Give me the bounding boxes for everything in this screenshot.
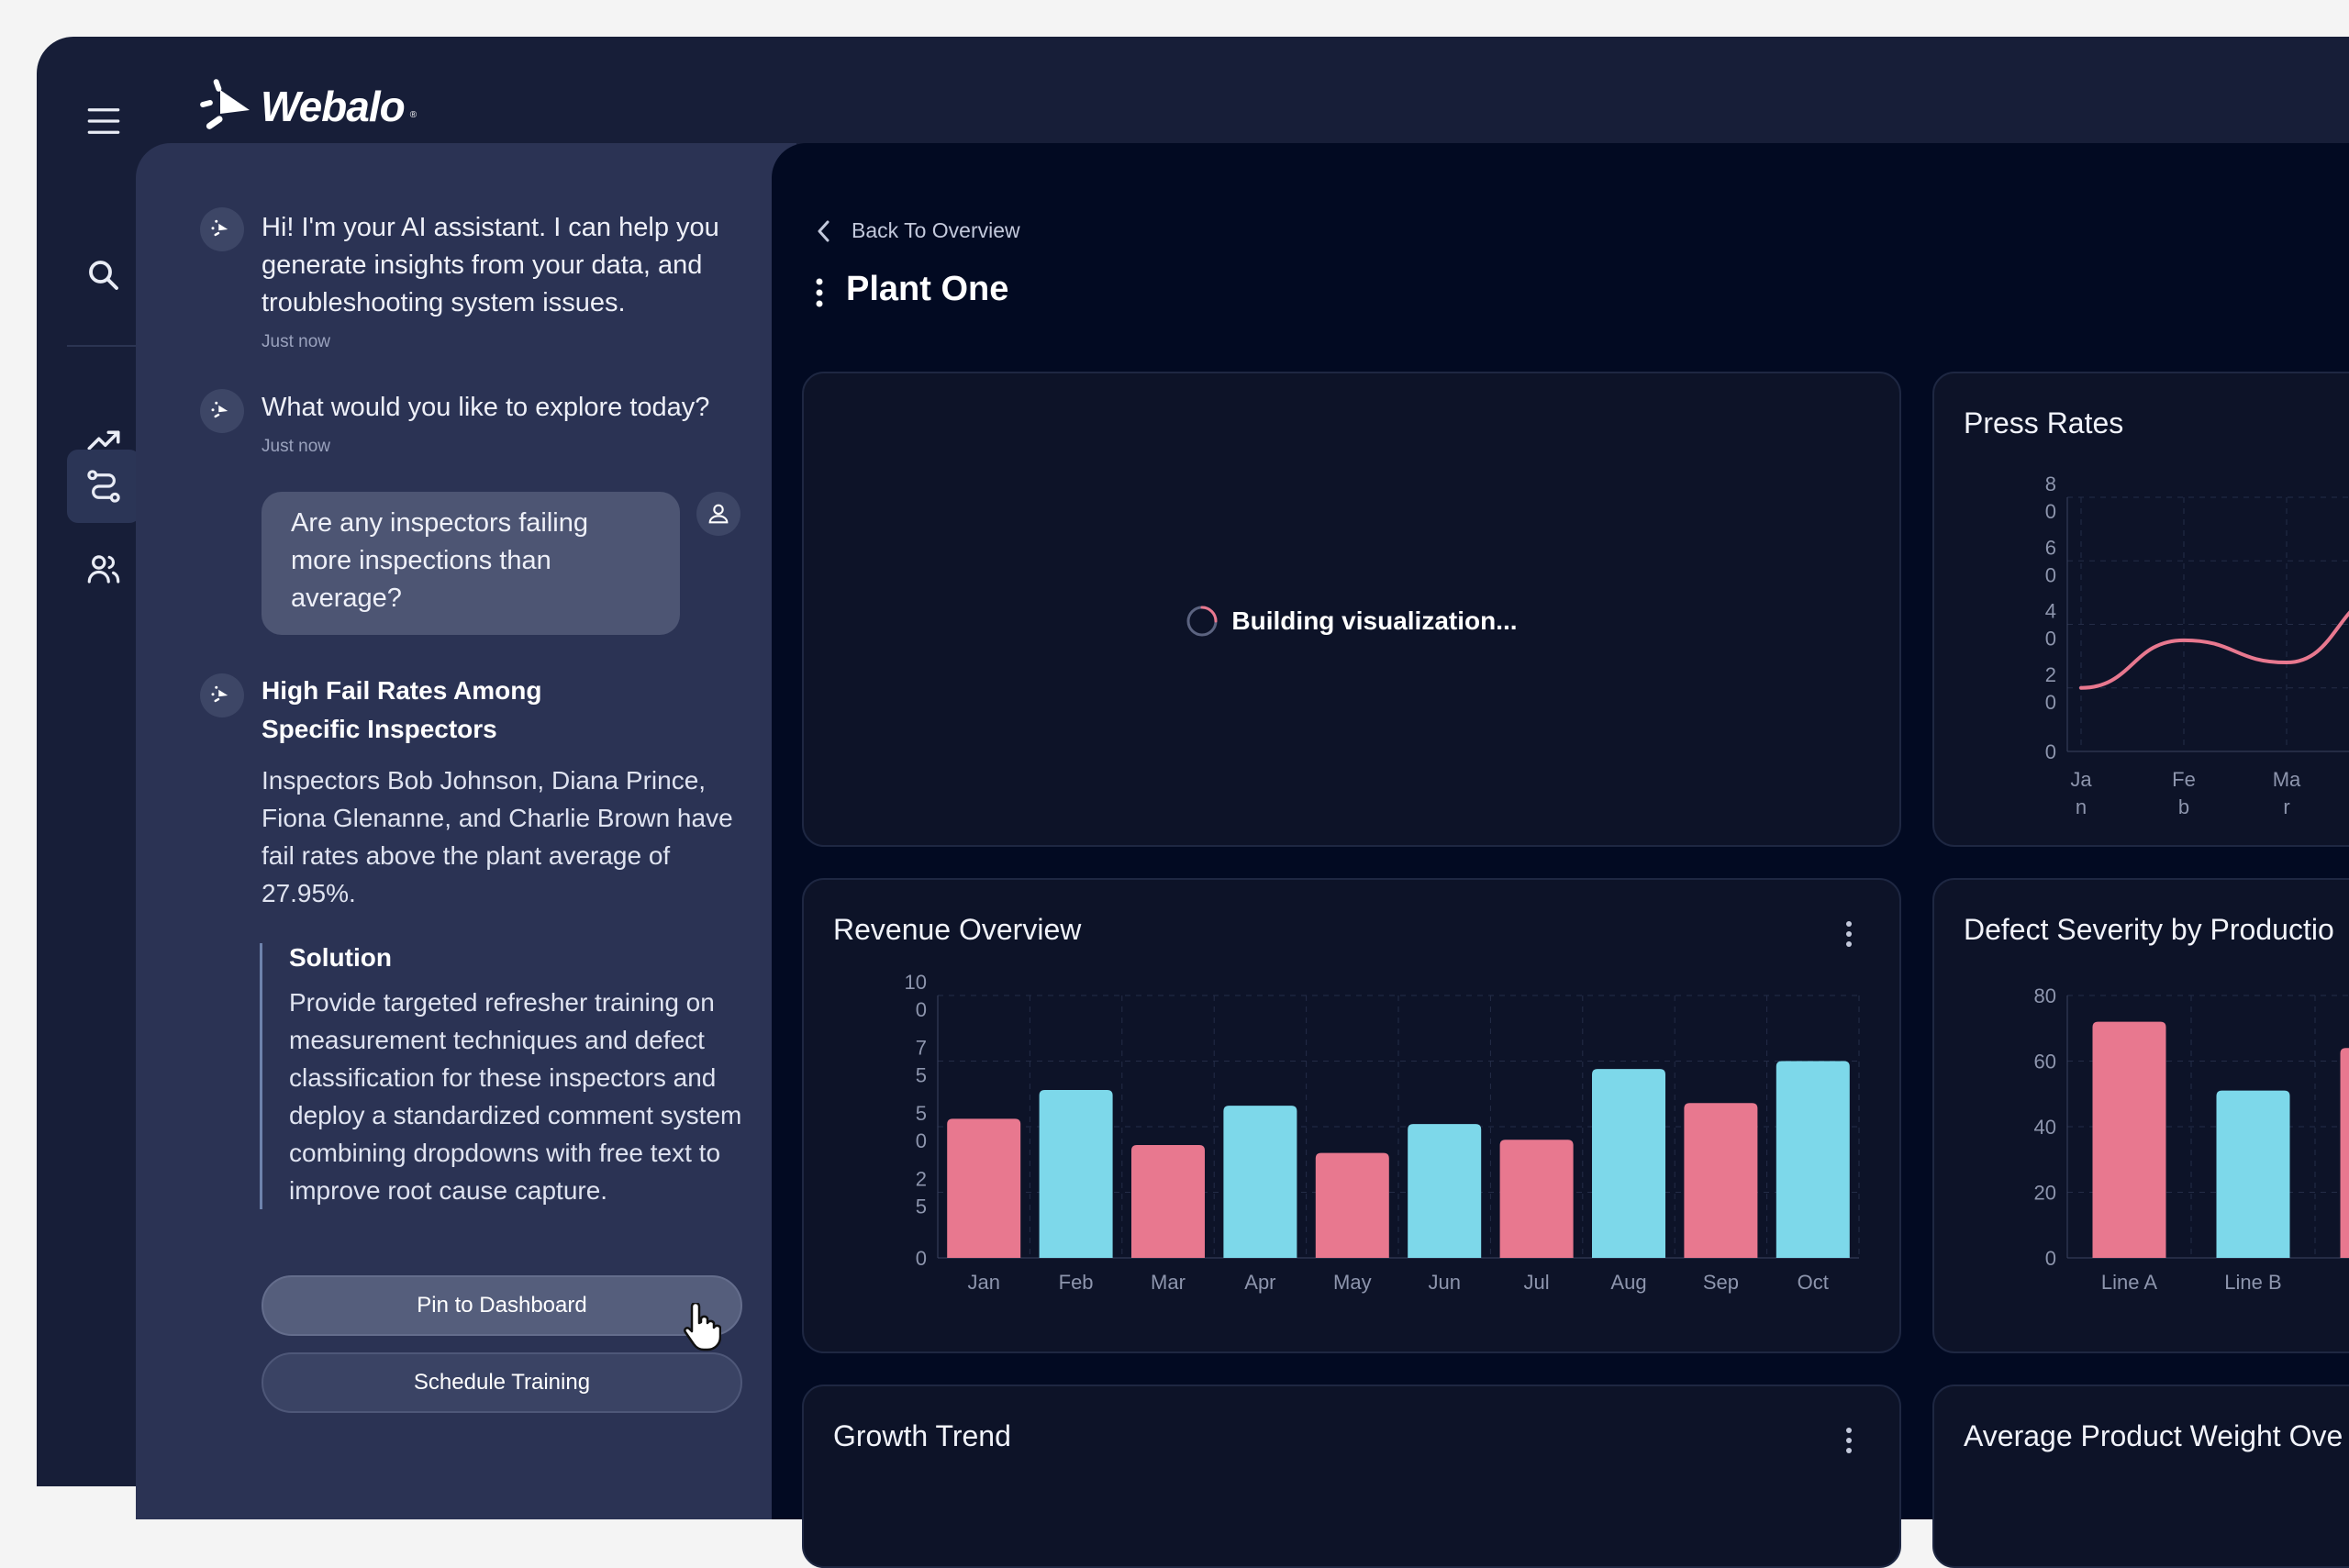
defect-severity-bar — [2093, 1022, 2166, 1258]
growth-trend-card: Growth Trend — [802, 1385, 1901, 1568]
revenue-x-tick-label: Jan — [967, 1271, 999, 1294]
chevron-left-icon — [815, 219, 833, 243]
app-name: Webalo — [261, 82, 405, 131]
defect-severity-y-tick-label: 80 — [2034, 984, 2056, 1007]
revenue-y-tick-label: 0 — [916, 1247, 927, 1270]
registered-mark: ® — [410, 110, 417, 120]
card-menu-icon[interactable] — [1844, 1427, 1854, 1454]
ai-greeting-message: Hi! I'm your AI assistant. I can help yo… — [262, 209, 748, 322]
hand-cursor-icon — [681, 1303, 721, 1352]
revenue-bar — [1131, 1145, 1205, 1258]
users-icon[interactable] — [67, 532, 140, 606]
average-product-weight-card: Average Product Weight Ove — [1932, 1385, 2349, 1568]
revenue-bar — [1500, 1140, 1574, 1258]
revenue-x-tick-label: May — [1333, 1271, 1372, 1294]
defect-severity-bar — [2341, 1048, 2349, 1258]
revenue-x-tick-label: Aug — [1610, 1271, 1646, 1294]
ai-assistant-avatar-icon — [200, 207, 244, 251]
defect-severity-x-tick-label: Line B — [2224, 1271, 2281, 1294]
revenue-x-tick-label: Mar — [1151, 1271, 1186, 1294]
revenue-bar — [1776, 1062, 1850, 1259]
ai-prompt-message: What would you like to explore today? — [262, 389, 757, 427]
average-product-weight-title: Average Product Weight Ove — [1964, 1419, 2343, 1453]
search-icon[interactable] — [67, 239, 140, 312]
back-to-overview-link[interactable]: Back To Overview — [815, 218, 1020, 243]
defect-severity-y-tick-label: 40 — [2034, 1116, 2056, 1139]
pin-to-dashboard-button[interactable]: Pin to Dashboard — [262, 1275, 742, 1336]
revenue-x-tick-label: Sep — [1703, 1271, 1739, 1294]
revenue-x-tick-label: Feb — [1059, 1271, 1094, 1294]
revenue-bar — [1223, 1106, 1297, 1258]
loading-visualization-card: Building visualization... — [802, 372, 1901, 847]
press-rates-series-line — [2081, 593, 2349, 688]
defect-severity-y-tick-label: 60 — [2034, 1051, 2056, 1073]
revenue-x-tick-label: Jun — [1428, 1271, 1460, 1294]
logo-mark-icon — [200, 77, 255, 136]
page-title: Plant One — [846, 270, 1008, 309]
revenue-bar — [1040, 1090, 1113, 1258]
press-rates-y-tick-label: 0 — [2045, 740, 2056, 763]
solution-title: Solution — [289, 943, 775, 973]
solution-body: Provide targeted refresher training on m… — [289, 984, 775, 1209]
spinner-icon — [1186, 605, 1219, 638]
user-avatar-icon — [696, 492, 740, 536]
revenue-bar — [1316, 1153, 1389, 1258]
revenue-x-tick-label: Apr — [1244, 1271, 1275, 1294]
page-menu-icon[interactable] — [815, 277, 824, 308]
revenue-x-tick-label: Oct — [1798, 1271, 1829, 1294]
webalo-logo: Webalo ® — [200, 77, 417, 136]
revenue-bar — [1684, 1103, 1757, 1258]
workflow-route-icon[interactable] — [67, 450, 140, 523]
ai-assistant-avatar-icon — [200, 673, 244, 717]
prompt-timestamp: Just now — [262, 437, 330, 457]
defect-severity-y-tick-label: 0 — [2045, 1247, 2056, 1270]
loading-text: Building visualization... — [1231, 606, 1517, 636]
greeting-timestamp: Just now — [262, 332, 330, 352]
user-question-bubble: Are any inspectors failing more inspecti… — [262, 492, 680, 635]
insight-title: High Fail Rates Among Specific Inspector… — [262, 672, 629, 749]
loading-indicator: Building visualization... — [804, 605, 1899, 638]
back-to-overview-label: Back To Overview — [852, 218, 1020, 243]
defect-severity-bar — [2217, 1091, 2290, 1258]
hamburger-menu-icon[interactable] — [67, 84, 140, 158]
rail-divider — [67, 345, 140, 347]
revenue-x-tick-label: Jul — [1524, 1271, 1550, 1294]
schedule-training-button[interactable]: Schedule Training — [262, 1352, 742, 1413]
revenue-bar — [1592, 1069, 1665, 1258]
defect-severity-y-tick-label: 20 — [2034, 1182, 2056, 1205]
ai-assistant-avatar-icon — [200, 389, 244, 433]
growth-trend-title: Growth Trend — [833, 1419, 1011, 1453]
revenue-bar — [1408, 1124, 1481, 1258]
solution-block: Solution Provide targeted refresher trai… — [260, 943, 775, 1209]
revenue-bar — [947, 1118, 1020, 1258]
defect-severity-x-tick-label: Line A — [2101, 1271, 2157, 1294]
insight-body: Inspectors Bob Johnson, Diana Prince, Fi… — [262, 762, 748, 912]
